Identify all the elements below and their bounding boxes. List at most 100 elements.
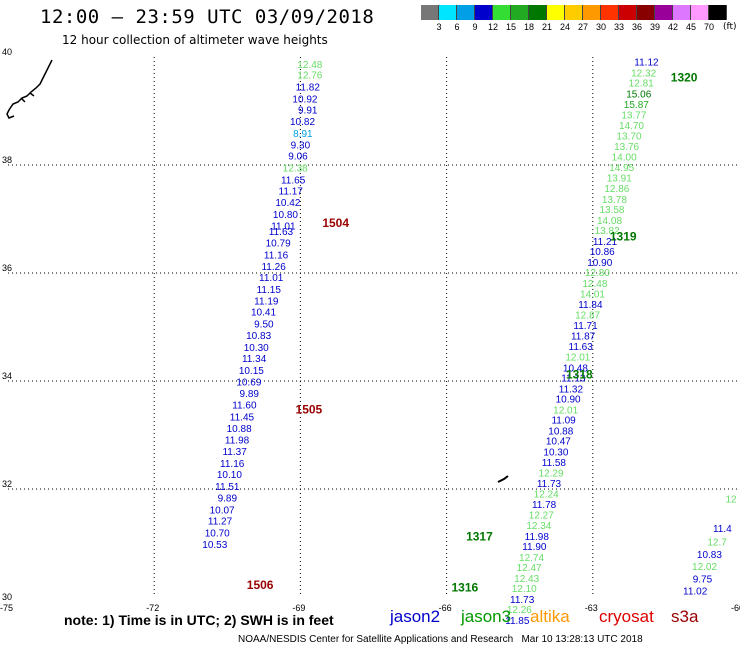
wave-height-value: 11.85 <box>505 616 530 627</box>
y-tick-label: 34 <box>2 371 12 381</box>
wave-height-value: 11.98 <box>225 436 250 447</box>
scale-label: 30 <box>595 22 606 32</box>
wave-height-value: 10.86 <box>590 247 615 258</box>
wave-height-value: 12.86 <box>604 184 629 195</box>
scale-swatch <box>439 5 457 20</box>
scale-label: 70 <box>703 22 714 32</box>
scale-swatch <box>619 5 637 20</box>
legend-altika: altika <box>530 607 570 626</box>
scale-unit: (ft) <box>723 22 737 32</box>
wave-height-value: 13.78 <box>602 195 627 206</box>
wave-height-value: 11.12 <box>634 58 659 69</box>
wave-height-value: 10.83 <box>697 550 722 561</box>
x-tick-label: -66 <box>439 603 452 613</box>
wave-height-value: 9.75 <box>693 574 713 585</box>
track-id-label: 1320 <box>671 70 698 84</box>
wave-height-value: 9.91 <box>298 106 318 117</box>
scale-label: 42 <box>667 22 678 32</box>
wave-height-value: 10.79 <box>266 239 291 250</box>
y-tick-label: 32 <box>2 479 12 489</box>
wave-height-value: 11.58 <box>542 458 567 469</box>
island-mark <box>497 475 509 483</box>
wave-height-value: 11.01 <box>259 273 284 284</box>
wave-height-value: 11.63 <box>269 227 294 238</box>
wave-height-value: 10.90 <box>556 395 581 406</box>
wave-height-value: 14.95 <box>609 163 634 174</box>
y-tick-label: 30 <box>2 592 12 602</box>
track-id-label: 1316 <box>451 581 478 595</box>
scale-label: 36 <box>631 22 642 32</box>
legend-jason2: jason2 <box>390 607 441 626</box>
wave-height-value: 13.91 <box>607 174 632 185</box>
wave-height-value: 11.63 <box>569 342 594 353</box>
scale-swatch <box>547 5 565 20</box>
wave-height-value: 12.47 <box>517 563 542 574</box>
wave-height-value: 10.83 <box>246 331 271 342</box>
wave-height-value: 10.80 <box>273 210 298 221</box>
wave-height-value: 12.38 <box>283 163 308 174</box>
wave-height-value: 12.02 <box>692 562 717 573</box>
scale-swatch <box>691 5 709 20</box>
footer-note: note: 1) Time is in UTC; 2) SWH is in fe… <box>64 612 334 628</box>
wave-height-value: 12.34 <box>526 521 551 532</box>
wave-height-value: 12.24 <box>534 490 559 501</box>
wave-height-value: 11.82 <box>296 82 321 93</box>
wave-height-value: 13.77 <box>621 111 646 122</box>
wave-height-value: 10.88 <box>548 426 573 437</box>
wave-height-value: 12.7 <box>707 538 727 549</box>
wave-height-value: 9.30 <box>291 140 311 151</box>
wave-height-value: 11.01 <box>271 221 296 232</box>
wave-height-value: 14.01 <box>580 289 605 300</box>
scale-label: 27 <box>577 22 588 32</box>
wave-height-value: 11.71 <box>573 321 598 332</box>
wave-height-value: 12.81 <box>629 79 654 90</box>
coastline <box>6 59 53 119</box>
wave-height-value: 9.06 <box>288 152 308 163</box>
wave-height-value: 12.80 <box>585 268 610 279</box>
x-tick-label: -75 <box>0 603 13 613</box>
wave-height-value: 14.08 <box>597 216 622 227</box>
scale-swatch <box>601 5 619 20</box>
legend-s3a: s3a <box>671 607 699 626</box>
scale-label: 9 <box>472 22 478 32</box>
legend-jason3: jason3 <box>461 607 512 626</box>
x-tick-label: -60 <box>731 603 740 613</box>
scale-swatch <box>565 5 583 20</box>
wave-height-value: 15.06 <box>626 90 651 101</box>
wave-height-value: 12.29 <box>539 469 564 480</box>
y-tick-label: 36 <box>2 263 12 273</box>
wave-height-value: 10.30 <box>244 343 269 354</box>
wave-height-value: 11.17 <box>279 187 304 198</box>
wave-height-value: 10.10 <box>217 470 242 481</box>
wave-height-value: 10.92 <box>292 94 317 105</box>
scale-swatch <box>457 5 475 20</box>
wave-height-value: 11.02 <box>683 586 708 597</box>
wave-height-value: 12.01 <box>565 352 590 363</box>
wave-height-value: 12.32 <box>631 68 656 79</box>
chart-subtitle: 12 hour collection of altimeter wave hei… <box>62 33 328 47</box>
wave-height-value: 10.53 <box>202 540 227 551</box>
track-id-label: 1504 <box>322 216 349 230</box>
scale-label: 12 <box>487 22 498 32</box>
wave-height-value: 11.90 <box>522 542 547 553</box>
scale-label: 6 <box>454 22 460 32</box>
scale-swatch <box>475 5 493 20</box>
x-tick-label: -72 <box>146 603 159 613</box>
wave-height-value: 10.42 <box>275 198 300 209</box>
legend-cryosat: cryosat <box>599 607 654 626</box>
wave-height-value: 11.51 <box>215 482 240 493</box>
wave-height-value: 11.13 <box>561 374 586 385</box>
track-id-label: 1318 <box>566 367 593 381</box>
wave-height-value: 15.87 <box>624 100 649 111</box>
wave-height-value: 11.84 <box>578 300 603 311</box>
wave-height-value: 9.50 <box>254 320 274 331</box>
y-tick-label: 38 <box>2 155 12 165</box>
wave-height-value: 10.90 <box>587 258 612 269</box>
footer-credit: NOAA/NESDIS Center for Satellite Applica… <box>238 634 643 645</box>
wave-height-value: 10.41 <box>251 308 276 319</box>
wave-height-value: 10.30 <box>543 448 568 459</box>
y-tick-label: 40 <box>2 47 12 57</box>
scale-label: 18 <box>523 22 534 32</box>
chart-title: 12:00 – 23:59 UTC 03/09/2018 <box>40 6 375 28</box>
